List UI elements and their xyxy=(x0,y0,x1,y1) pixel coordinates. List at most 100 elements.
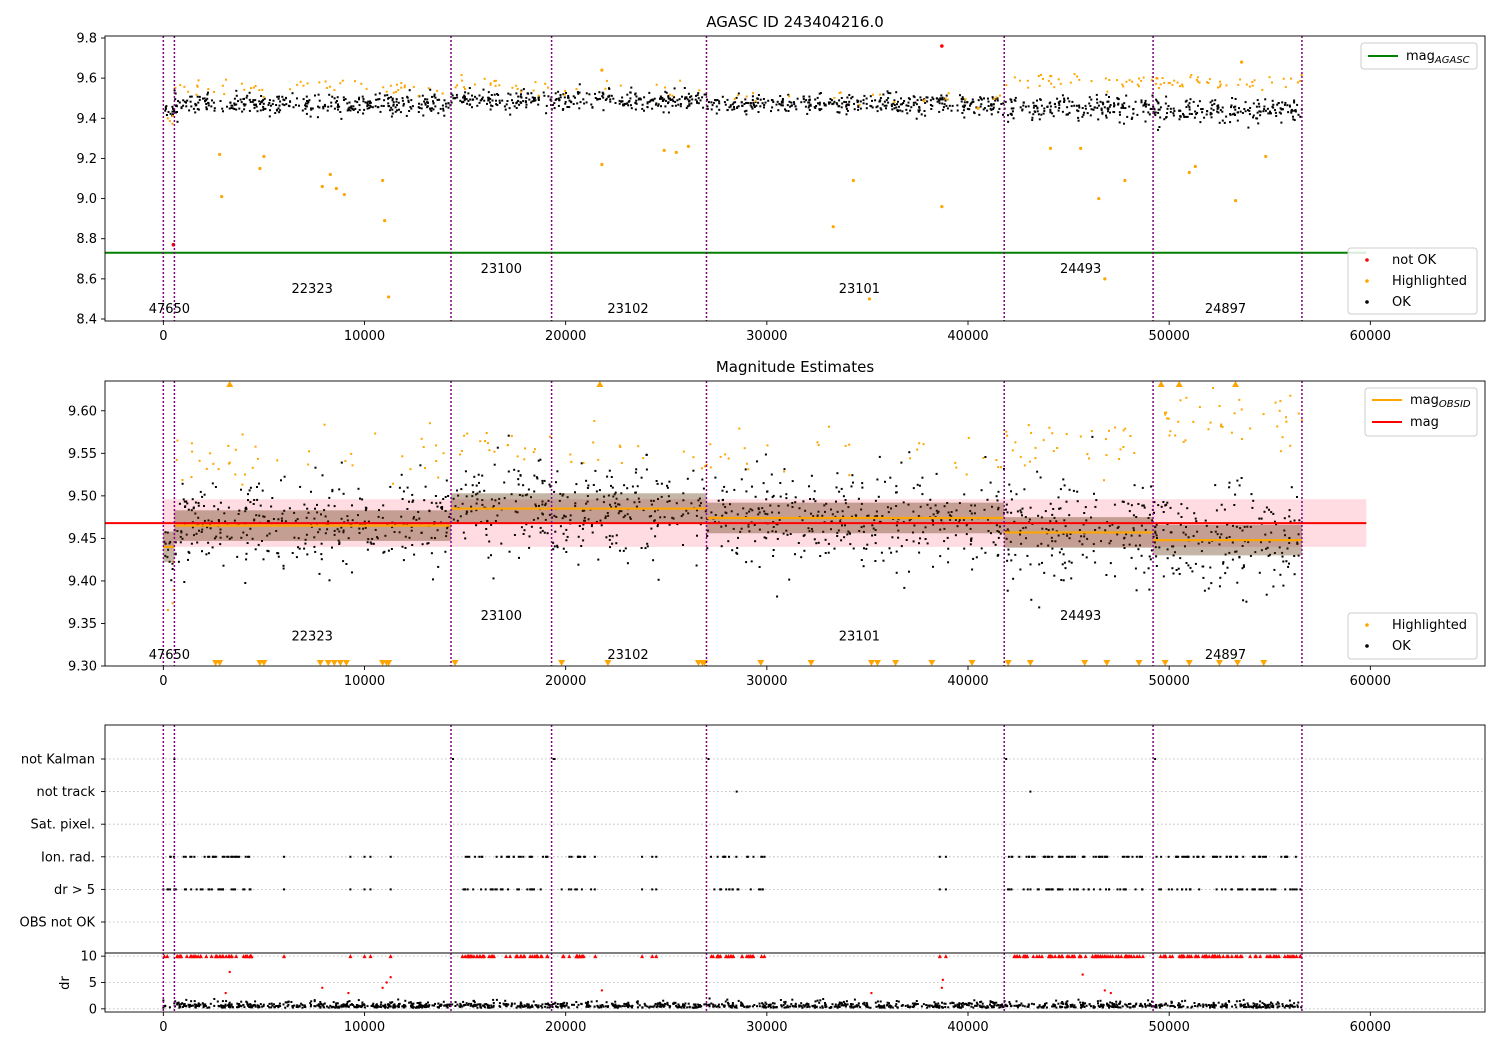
dr-point xyxy=(296,1005,299,1008)
ok-point xyxy=(1280,121,1283,124)
dr-point xyxy=(313,1000,316,1003)
highlighted-point xyxy=(563,93,566,96)
ok-point xyxy=(1053,103,1056,105)
ok-point xyxy=(197,516,200,519)
dr-point xyxy=(1001,1003,1004,1006)
dr-point xyxy=(956,1003,959,1006)
ok-point xyxy=(235,94,238,97)
flag-point xyxy=(184,855,187,858)
ok-point xyxy=(685,107,688,109)
dr-point xyxy=(425,1006,427,1008)
ok-point xyxy=(534,503,537,506)
dr-point xyxy=(176,1003,179,1006)
ok-point xyxy=(1282,584,1285,587)
highlighted-point xyxy=(1038,84,1041,87)
ok-point xyxy=(598,91,601,94)
ok-point xyxy=(847,506,850,509)
ok-point xyxy=(623,102,626,105)
ok-point xyxy=(1107,110,1109,113)
flag-point xyxy=(758,888,761,891)
dr-point xyxy=(664,1002,666,1005)
highlighted-point xyxy=(276,459,279,462)
highlighted-point xyxy=(459,453,461,456)
ok-point xyxy=(758,511,761,514)
dr-point xyxy=(668,1006,671,1009)
ok-point xyxy=(610,506,613,509)
dr-point xyxy=(695,1006,698,1009)
ok-point xyxy=(509,113,512,116)
ok-point xyxy=(1242,565,1245,568)
flag-point xyxy=(1237,888,1240,891)
ok-point xyxy=(777,504,780,507)
ok-point xyxy=(1092,550,1095,553)
ok-point xyxy=(736,547,739,549)
highlighted-point xyxy=(1013,76,1016,79)
dr-point xyxy=(1100,1003,1102,1006)
ok-point xyxy=(1216,107,1219,110)
ok-point xyxy=(1095,499,1098,502)
flag-point xyxy=(495,855,498,858)
highlighted-outlier xyxy=(662,148,666,153)
flag-point xyxy=(1213,855,1216,858)
ok-point xyxy=(941,102,944,105)
ok-point xyxy=(887,92,890,94)
ok-point xyxy=(464,91,467,94)
ok-point xyxy=(897,518,900,521)
ok-point xyxy=(1149,107,1152,110)
dr-point xyxy=(761,1002,764,1005)
dr-point xyxy=(498,1005,501,1007)
ok-point xyxy=(406,96,409,99)
highlighted-point xyxy=(1042,439,1045,442)
ok-point xyxy=(824,510,826,513)
ok-point xyxy=(460,488,463,491)
dr-point xyxy=(729,1004,732,1007)
ok-point xyxy=(1063,561,1066,564)
ok-point xyxy=(624,514,627,517)
ok-point xyxy=(751,95,754,98)
ok-point xyxy=(1154,114,1157,117)
ok-point xyxy=(314,466,317,469)
ok-point xyxy=(739,530,742,533)
ok-point xyxy=(813,490,816,493)
ok-point xyxy=(781,104,784,107)
dr-point xyxy=(1033,1003,1035,1006)
flag-point xyxy=(1293,888,1296,891)
highlighted-point xyxy=(1125,80,1128,83)
dr-point xyxy=(589,1005,592,1008)
ok-point xyxy=(879,97,882,99)
highlighted-point xyxy=(171,115,174,117)
ok-point xyxy=(1241,567,1244,570)
ok-point xyxy=(963,116,966,119)
dr-point xyxy=(906,1004,909,1007)
ok-point xyxy=(439,107,442,110)
ok-point xyxy=(965,524,968,527)
ok-point xyxy=(237,100,239,103)
ok-point xyxy=(1214,530,1217,533)
ok-point xyxy=(498,101,501,104)
ok-point xyxy=(190,509,193,512)
ok-point xyxy=(665,91,668,94)
ok-point xyxy=(282,567,285,570)
dr-point xyxy=(1053,1005,1056,1008)
flag-point xyxy=(217,888,220,891)
ok-point xyxy=(802,95,805,98)
ok-point xyxy=(513,468,516,471)
ok-point xyxy=(437,112,440,115)
dr-point xyxy=(1066,1005,1069,1008)
highlighted-point xyxy=(964,98,967,101)
highlighted-point xyxy=(879,93,882,96)
ok-point xyxy=(1025,537,1027,540)
ok-point xyxy=(173,89,176,92)
ok-point xyxy=(1120,106,1123,109)
highlighted-point xyxy=(397,89,400,91)
dr-point xyxy=(1177,1002,1180,1005)
ok-point xyxy=(759,98,762,101)
highlighted-point xyxy=(524,447,526,450)
dr-point xyxy=(613,1005,616,1008)
ok-point xyxy=(1057,534,1060,537)
ok-point xyxy=(536,477,539,480)
flag-point xyxy=(1155,855,1158,858)
ok-point xyxy=(954,534,957,537)
dr-point xyxy=(449,1005,452,1008)
ok-point xyxy=(895,524,898,527)
